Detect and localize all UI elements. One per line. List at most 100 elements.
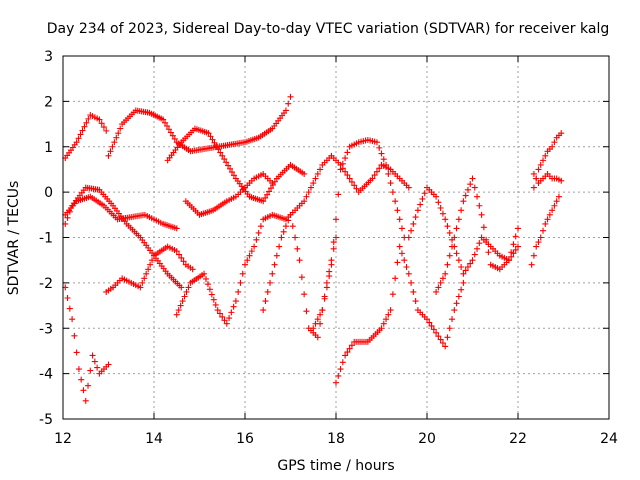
data-point bbox=[117, 125, 124, 132]
data-point bbox=[476, 240, 483, 247]
data-point bbox=[446, 252, 453, 259]
data-point bbox=[257, 223, 264, 230]
data-point bbox=[147, 261, 154, 268]
data-point bbox=[260, 198, 267, 205]
data-point bbox=[540, 227, 547, 234]
data-point bbox=[460, 198, 467, 205]
x-tick-label: 22 bbox=[509, 431, 527, 447]
data-point bbox=[453, 225, 460, 232]
data-point bbox=[330, 239, 337, 246]
data-point bbox=[319, 307, 326, 314]
data-point bbox=[437, 205, 444, 212]
data-point bbox=[203, 275, 209, 282]
data-point bbox=[558, 177, 565, 184]
series-trace-p bbox=[530, 130, 565, 191]
data-point bbox=[205, 130, 212, 137]
data-point bbox=[471, 251, 478, 258]
data-point bbox=[533, 175, 540, 182]
data-point bbox=[478, 211, 485, 218]
series-trace-f bbox=[105, 93, 294, 159]
data-point bbox=[512, 233, 519, 240]
data-point bbox=[83, 119, 90, 126]
data-point bbox=[282, 107, 289, 114]
data-point bbox=[326, 273, 333, 280]
data-point bbox=[396, 216, 403, 223]
data-point bbox=[310, 180, 317, 187]
data-point bbox=[444, 261, 451, 268]
data-point bbox=[558, 130, 565, 137]
data-point bbox=[442, 216, 449, 223]
data-point bbox=[165, 126, 172, 133]
data-point bbox=[412, 298, 419, 305]
data-point bbox=[410, 220, 417, 227]
data-point bbox=[337, 166, 344, 173]
data-point bbox=[69, 316, 76, 323]
data-point bbox=[392, 275, 399, 282]
data-point bbox=[271, 261, 278, 268]
data-point bbox=[215, 146, 222, 153]
data-point bbox=[64, 295, 71, 301]
data-point bbox=[410, 288, 417, 295]
data-point bbox=[219, 313, 226, 320]
data-point bbox=[149, 257, 156, 264]
data-point bbox=[160, 116, 167, 123]
data-point bbox=[453, 300, 460, 307]
data-point bbox=[335, 372, 342, 379]
data-point bbox=[394, 259, 401, 266]
data-point bbox=[387, 180, 394, 187]
data-point bbox=[508, 249, 515, 256]
series-trace-k bbox=[310, 136, 408, 332]
data-point bbox=[81, 123, 88, 130]
data-point bbox=[348, 342, 355, 349]
data-point bbox=[405, 270, 412, 277]
y-tick-label: 1 bbox=[44, 140, 53, 156]
data-point bbox=[264, 288, 271, 295]
data-point bbox=[462, 192, 469, 199]
x-tick-label: 20 bbox=[418, 431, 436, 447]
data-point bbox=[369, 175, 376, 182]
data-point bbox=[530, 252, 537, 259]
series-trace-i bbox=[182, 170, 276, 218]
data-point bbox=[180, 258, 187, 265]
data-point bbox=[401, 257, 408, 264]
y-tick-label: 2 bbox=[44, 94, 53, 110]
series-trace-l bbox=[333, 243, 467, 386]
data-point bbox=[549, 207, 556, 214]
data-point bbox=[389, 291, 396, 298]
data-point bbox=[175, 307, 182, 314]
data-point bbox=[437, 336, 444, 343]
data-point bbox=[207, 133, 214, 140]
x-tick-label: 24 bbox=[600, 431, 618, 447]
data-point bbox=[449, 243, 456, 250]
data-point bbox=[469, 175, 476, 182]
data-point bbox=[476, 202, 483, 209]
data-point bbox=[378, 325, 385, 332]
data-point bbox=[346, 345, 353, 352]
data-point bbox=[214, 307, 221, 314]
data-point bbox=[464, 186, 471, 193]
data-point bbox=[312, 320, 319, 327]
data-point bbox=[268, 185, 274, 192]
data-point bbox=[385, 170, 392, 177]
data-point bbox=[278, 234, 285, 241]
data-point bbox=[209, 136, 216, 143]
data-point bbox=[446, 229, 453, 236]
data-point bbox=[351, 182, 358, 189]
data-point bbox=[178, 254, 185, 261]
data-point bbox=[285, 100, 292, 107]
y-tick-labels: 3 2 1 0 -1 -2 -3 -4 -5 bbox=[39, 49, 53, 428]
data-point bbox=[337, 366, 344, 373]
data-point bbox=[242, 261, 248, 268]
data-point bbox=[91, 358, 98, 365]
data-point bbox=[380, 320, 387, 327]
data-point bbox=[294, 245, 301, 252]
data-point bbox=[221, 317, 228, 324]
data-point bbox=[217, 149, 224, 156]
y-tick-label: 0 bbox=[44, 185, 53, 201]
data-point bbox=[227, 165, 234, 172]
data-point bbox=[342, 168, 349, 175]
data-point bbox=[219, 152, 226, 159]
data-point bbox=[103, 127, 110, 134]
data-point bbox=[230, 303, 237, 310]
data-point bbox=[383, 316, 390, 323]
